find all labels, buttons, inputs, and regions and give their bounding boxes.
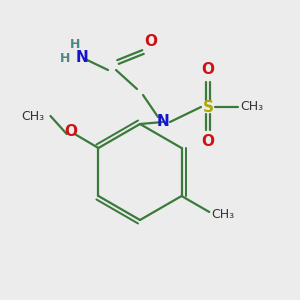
Text: N: N [76,50,88,65]
Text: H: H [60,52,70,64]
Text: O: O [64,124,77,140]
Text: S: S [202,100,214,115]
Text: O: O [202,134,214,149]
Text: O: O [145,34,158,50]
Text: N: N [157,115,169,130]
Text: CH₃: CH₃ [211,208,234,220]
Text: CH₃: CH₃ [240,100,263,113]
Text: H: H [70,38,80,52]
Text: O: O [202,62,214,77]
Text: CH₃: CH₃ [21,110,44,122]
